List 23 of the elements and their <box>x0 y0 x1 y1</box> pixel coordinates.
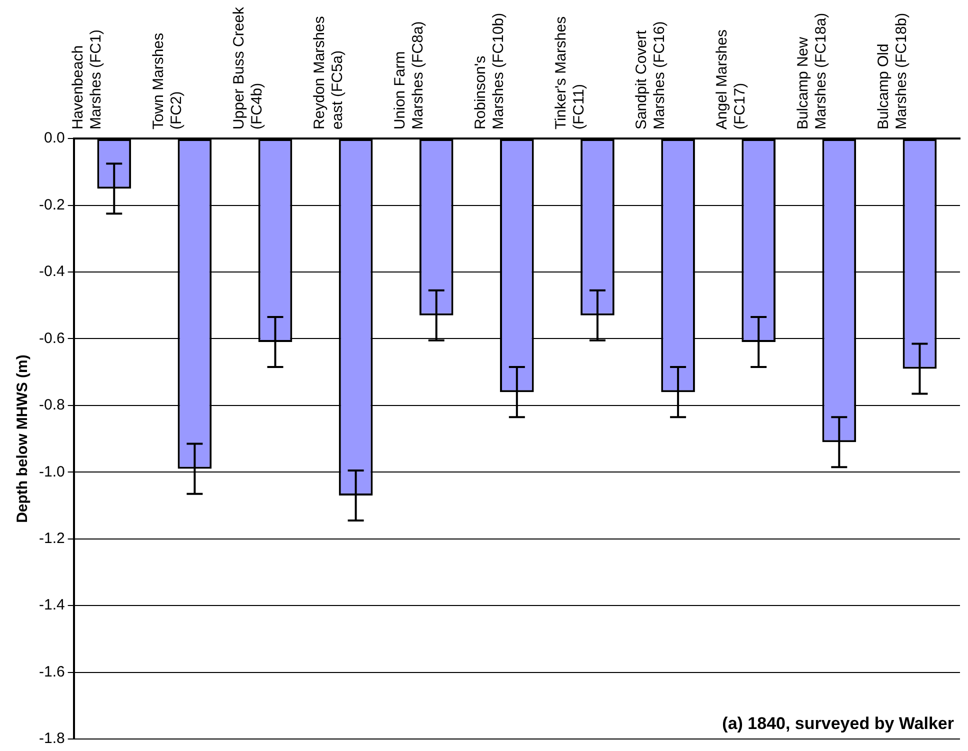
x-tick-label: Robinson's Marshes (FC10b) <box>472 12 508 130</box>
x-tick-label: Union Farm Marshes (FC8a) <box>392 21 427 130</box>
y-tick-label: -1.0 <box>38 463 65 480</box>
x-tick-label: Angel Marshes (FC17) <box>714 29 749 130</box>
y-tick-label: 0.0 <box>44 130 65 147</box>
x-tick-label: Bulcamp New Marshes (FC18a) <box>794 12 830 130</box>
y-tick-label: -0.4 <box>38 263 65 280</box>
y-tick-label: -0.8 <box>38 396 65 414</box>
annotation: (a) 1840, surveyed by Walker <box>722 714 954 734</box>
x-tick-label: Upper Buss Creek (FC4b) <box>230 6 266 130</box>
y-tick-label: -1.2 <box>38 530 65 547</box>
y-axis-title: Depth below MHWS (m) <box>14 354 32 523</box>
y-tick-label: -1.6 <box>38 663 65 680</box>
x-tick-label: Tinker's Marshes (FC11) <box>552 16 588 130</box>
x-tick-label: Havenbeach Marshes (FC1) <box>69 30 104 130</box>
y-tick-label: -0.2 <box>38 196 65 214</box>
x-tick-label: Sandpit Covert Marshes (FC16) <box>633 21 668 130</box>
y-tick-label: -1.8 <box>38 730 65 748</box>
y-tick-label: -1.4 <box>38 596 65 614</box>
x-tick-label: Reydon Marshes east (FC5a) <box>310 16 346 130</box>
y-tick-label: -0.6 <box>38 330 65 347</box>
x-tick-label: Bulcamp Old Marshes (FC18b) <box>874 12 910 130</box>
x-tick-label: Town Marshes (FC2) <box>150 32 185 130</box>
